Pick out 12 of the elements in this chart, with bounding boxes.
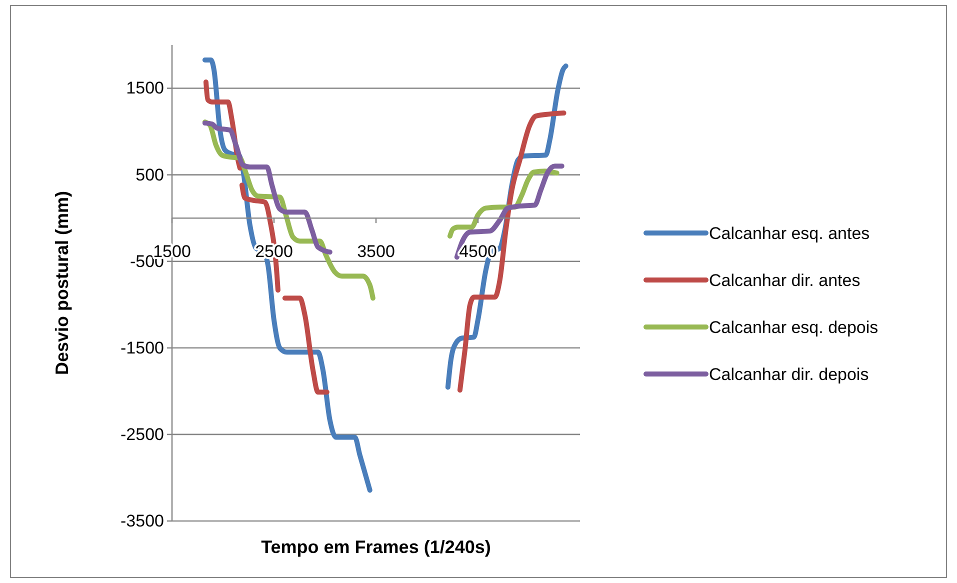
- x-axis-title: Tempo em Frames (1/240s): [261, 537, 491, 557]
- y-tick-label: 1500: [126, 78, 164, 98]
- y-tick-label: 500: [136, 165, 164, 184]
- y-axis-title: Desvio postural (mm): [52, 190, 72, 376]
- legend-label: Calcanhar dir. depois: [709, 365, 869, 384]
- y-tick-label: -2500: [120, 424, 164, 444]
- y-tick-label: -3500: [120, 511, 164, 530]
- x-tick-label: 3500: [357, 242, 395, 262]
- legend-label: Calcanhar esq. depois: [709, 318, 878, 337]
- legend-label: Calcanhar esq. antes: [709, 224, 870, 243]
- y-tick-label: -1500: [120, 338, 164, 358]
- legend-label: Calcanhar dir. antes: [709, 271, 860, 290]
